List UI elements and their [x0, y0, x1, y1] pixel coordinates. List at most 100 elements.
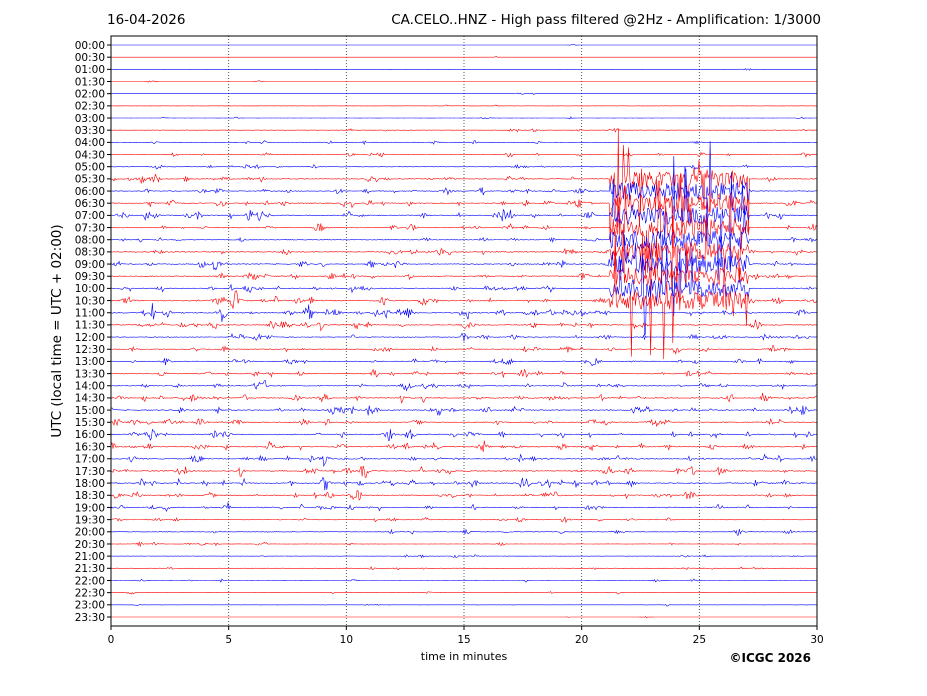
- copyright-text: ©ICGC 2026: [729, 651, 811, 665]
- trace-2100: [111, 554, 817, 559]
- trace-0030: [111, 56, 817, 58]
- trace-2300: [111, 603, 817, 607]
- trace-1330: [111, 368, 817, 378]
- y-tick-label: 11:30: [75, 320, 105, 332]
- trace-1030: [111, 249, 817, 360]
- y-tick-label: 08:00: [75, 235, 105, 247]
- trace-2230: [111, 591, 817, 595]
- y-tick-label: 18:30: [75, 490, 105, 502]
- x-tick-label: 15: [457, 634, 470, 646]
- y-tick-label: 12:30: [75, 344, 105, 356]
- y-tick-label: 13:30: [75, 368, 105, 380]
- trace-1700: [111, 453, 817, 468]
- y-tick-label: 01:30: [75, 76, 105, 88]
- y-tick-label: 03:30: [75, 125, 105, 137]
- trace-2330: [111, 615, 817, 619]
- trace-0830: [111, 213, 817, 309]
- y-tick-label: 05:00: [75, 162, 105, 174]
- trace-0800: [111, 197, 817, 288]
- y-tick-label: 18:00: [75, 478, 105, 490]
- y-tick-label: 23:00: [75, 600, 105, 612]
- trace-1830: [111, 490, 817, 501]
- trace-0000: [111, 44, 817, 46]
- trace-0200: [111, 92, 817, 96]
- y-tick-label: 17:00: [75, 454, 105, 466]
- y-tick-label: 03:00: [75, 113, 105, 125]
- y-tick-label: 19:00: [75, 502, 105, 514]
- x-tick-label: 5: [225, 634, 232, 646]
- trace-1400: [111, 380, 817, 392]
- trace-1100: [111, 303, 817, 322]
- y-tick-label: 10:30: [75, 295, 105, 307]
- y-tick-label: 19:30: [75, 514, 105, 526]
- trace-1930: [111, 516, 817, 524]
- trace-1000: [111, 242, 817, 336]
- y-tick-label: 20:30: [75, 539, 105, 551]
- trace-0630: [111, 174, 817, 249]
- x-tick-label: 30: [810, 634, 823, 646]
- trace-1130: [111, 319, 817, 332]
- y-tick-label: 05:30: [75, 174, 105, 186]
- y-tick-label: 07:00: [75, 210, 105, 222]
- y-tick-label: 17:30: [75, 466, 105, 478]
- y-tick-label: 08:30: [75, 247, 105, 259]
- traces: [111, 44, 817, 619]
- trace-0900: [111, 234, 817, 317]
- y-tick-label: 04:30: [75, 149, 105, 161]
- trace-0700: [111, 155, 817, 268]
- y-tick-label: 16:30: [75, 441, 105, 453]
- trace-1430: [111, 392, 817, 404]
- trace-1900: [111, 502, 817, 512]
- trace-2000: [111, 528, 817, 536]
- y-tick-label: 06:30: [75, 198, 105, 210]
- y-tick-label: 09:00: [75, 259, 105, 271]
- y-tick-label: 04:00: [75, 137, 105, 149]
- y-tick-label: 15:00: [75, 405, 105, 417]
- x-tick-label: 20: [575, 634, 588, 646]
- trace-1230: [111, 345, 817, 355]
- trace-2200: [111, 578, 817, 583]
- trace-1630: [111, 440, 817, 452]
- y-tick-label: 00:30: [75, 52, 105, 64]
- y-tick-label: 06:00: [75, 186, 105, 198]
- y-tick-label: 21:30: [75, 563, 105, 575]
- trace-2030: [111, 540, 817, 548]
- x-tick-label: 0: [108, 634, 115, 646]
- y-tick-label: 02:30: [75, 101, 105, 113]
- y-tick-label: 23:30: [75, 612, 105, 624]
- trace-0130: [111, 80, 817, 83]
- y-tick-label: 16:00: [75, 429, 105, 441]
- y-tick-label: 15:30: [75, 417, 105, 429]
- trace-0230: [111, 104, 817, 107]
- y-tick-label: 07:30: [75, 222, 105, 234]
- trace-1200: [111, 332, 817, 342]
- y-tick-label: 02:00: [75, 88, 105, 100]
- trace-1300: [111, 357, 817, 367]
- y-tick-label: 01:00: [75, 64, 105, 76]
- y-tick-label: 22:30: [75, 587, 105, 599]
- y-tick-label: 14:00: [75, 381, 105, 393]
- trace-1500: [111, 405, 817, 417]
- trace-0300: [111, 116, 817, 120]
- trace-0400: [111, 140, 817, 146]
- y-tick-label: 14:30: [75, 393, 105, 405]
- trace-1600: [111, 428, 817, 441]
- trace-1530: [111, 417, 817, 428]
- trace-0530: [111, 128, 817, 239]
- x-axis-label: time in minutes: [420, 650, 508, 663]
- chart-date: 16-04-2026: [107, 12, 186, 28]
- trace-0430: [111, 151, 817, 158]
- y-tick-label: 11:00: [75, 308, 105, 320]
- y-tick-label: 22:00: [75, 575, 105, 587]
- y-tick-label: 21:00: [75, 551, 105, 563]
- y-tick-label: 12:00: [75, 332, 105, 344]
- y-tick-label: 10:00: [75, 283, 105, 295]
- x-tick-label: 25: [693, 634, 706, 646]
- chart-title: CA.CELO..HNZ - High pass filtered @2Hz -…: [391, 12, 821, 28]
- trace-0330: [111, 127, 817, 133]
- y-tick-label: 09:30: [75, 271, 105, 283]
- x-tick-label: 10: [340, 634, 353, 646]
- trace-0600: [111, 141, 817, 201]
- y-tick-label: 20:00: [75, 527, 105, 539]
